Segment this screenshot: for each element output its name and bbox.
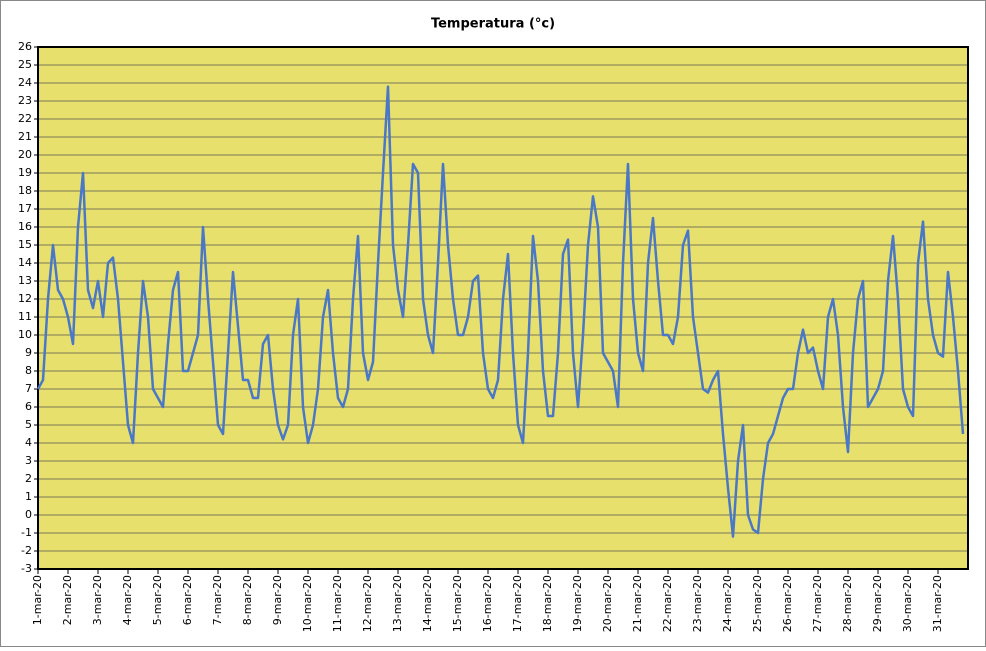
x-tick-label: 18-mar-20 bbox=[541, 575, 554, 632]
x-tick-label: 19-mar-20 bbox=[571, 575, 584, 632]
y-tick-label: 17 bbox=[18, 202, 32, 215]
y-tick-label: 6 bbox=[25, 400, 32, 413]
y-tick-label: -2 bbox=[21, 544, 32, 557]
y-tick-label: 9 bbox=[25, 346, 32, 359]
x-tick-label: 4-mar-20 bbox=[121, 575, 134, 625]
x-tick-label: 8-mar-20 bbox=[241, 575, 254, 625]
x-tick-label: 24-mar-20 bbox=[721, 575, 734, 632]
y-tick-label: 14 bbox=[18, 256, 32, 269]
series-line bbox=[36, 85, 965, 538]
y-tick-label: 10 bbox=[18, 328, 32, 341]
x-tick-label: 25-mar-20 bbox=[751, 575, 764, 632]
y-tick-label: -1 bbox=[21, 526, 32, 539]
x-tick-label: 27-mar-20 bbox=[811, 575, 824, 632]
x-tick-label: 7-mar-20 bbox=[211, 575, 224, 625]
x-tick-label: 20-mar-20 bbox=[601, 575, 614, 632]
y-tick-label: 3 bbox=[25, 454, 32, 467]
y-tick-label: 4 bbox=[25, 436, 32, 449]
chart-title: Temperatura (°c) bbox=[431, 17, 555, 32]
y-tick-label: 15 bbox=[18, 238, 32, 251]
y-tick-label: 26 bbox=[18, 40, 32, 53]
y-tick-label: 23 bbox=[18, 94, 32, 107]
x-tick-label: 22-mar-20 bbox=[661, 575, 674, 632]
y-tick-label: -3 bbox=[21, 562, 32, 575]
x-tick-label: 17-mar-20 bbox=[511, 575, 524, 632]
x-tick-label: 13-mar-20 bbox=[391, 575, 404, 632]
y-tick-label: 12 bbox=[18, 292, 32, 305]
y-tick-label: 11 bbox=[18, 310, 32, 323]
y-tick-label: 1 bbox=[25, 490, 32, 503]
x-tick-label: 14-mar-20 bbox=[421, 575, 434, 632]
x-tick-label: 30-mar-20 bbox=[901, 575, 914, 632]
x-tick-label: 12-mar-20 bbox=[361, 575, 374, 632]
y-tick-label: 24 bbox=[18, 76, 32, 89]
y-tick-label: 18 bbox=[18, 184, 32, 197]
y-tick-label: 7 bbox=[25, 382, 32, 395]
x-tick-label: 29-mar-20 bbox=[871, 575, 884, 632]
y-tick-label: 22 bbox=[18, 112, 32, 125]
x-tick-label: 2-mar-20 bbox=[61, 575, 74, 625]
x-tick-label: 3-mar-20 bbox=[91, 575, 104, 625]
x-tick-label: 21-mar-20 bbox=[631, 575, 644, 632]
y-tick-label: 21 bbox=[18, 130, 32, 143]
x-tick-label: 26-mar-20 bbox=[781, 575, 794, 632]
x-tick-label: 1-mar-20 bbox=[31, 575, 44, 625]
x-tick-label: 15-mar-20 bbox=[451, 575, 464, 632]
x-tick-label: 10-mar-20 bbox=[301, 575, 314, 632]
y-tick-label: 2 bbox=[25, 472, 32, 485]
x-tick-label: 11-mar-20 bbox=[331, 575, 344, 632]
x-tick-label: 28-mar-20 bbox=[841, 575, 854, 632]
y-tick-label: 0 bbox=[25, 508, 32, 521]
y-tick-label: 20 bbox=[18, 148, 32, 161]
x-tick-label: 9-mar-20 bbox=[271, 575, 284, 625]
y-tick-label: 19 bbox=[18, 166, 32, 179]
y-tick-label: 13 bbox=[18, 274, 32, 287]
y-tick-label: 25 bbox=[18, 58, 32, 71]
y-tick-label: 16 bbox=[18, 220, 32, 233]
y-tick-label: 8 bbox=[25, 364, 32, 377]
x-tick-label: 6-mar-20 bbox=[181, 575, 194, 625]
plot-border bbox=[37, 46, 969, 570]
x-tick-label: 31-mar-20 bbox=[931, 575, 944, 632]
x-tick-label: 5-mar-20 bbox=[151, 575, 164, 625]
x-tick-label: 23-mar-20 bbox=[691, 575, 704, 632]
x-tick-label: 16-mar-20 bbox=[481, 575, 494, 632]
y-tick-label: 5 bbox=[25, 418, 32, 431]
